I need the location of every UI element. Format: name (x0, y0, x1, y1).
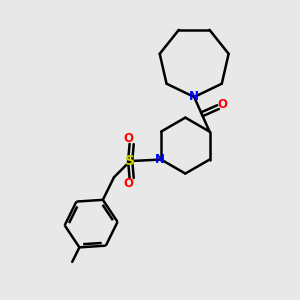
Text: O: O (123, 132, 133, 145)
Text: O: O (218, 98, 228, 112)
Text: O: O (123, 177, 133, 190)
Text: N: N (189, 91, 199, 103)
Text: N: N (154, 153, 165, 166)
Text: S: S (125, 154, 135, 168)
